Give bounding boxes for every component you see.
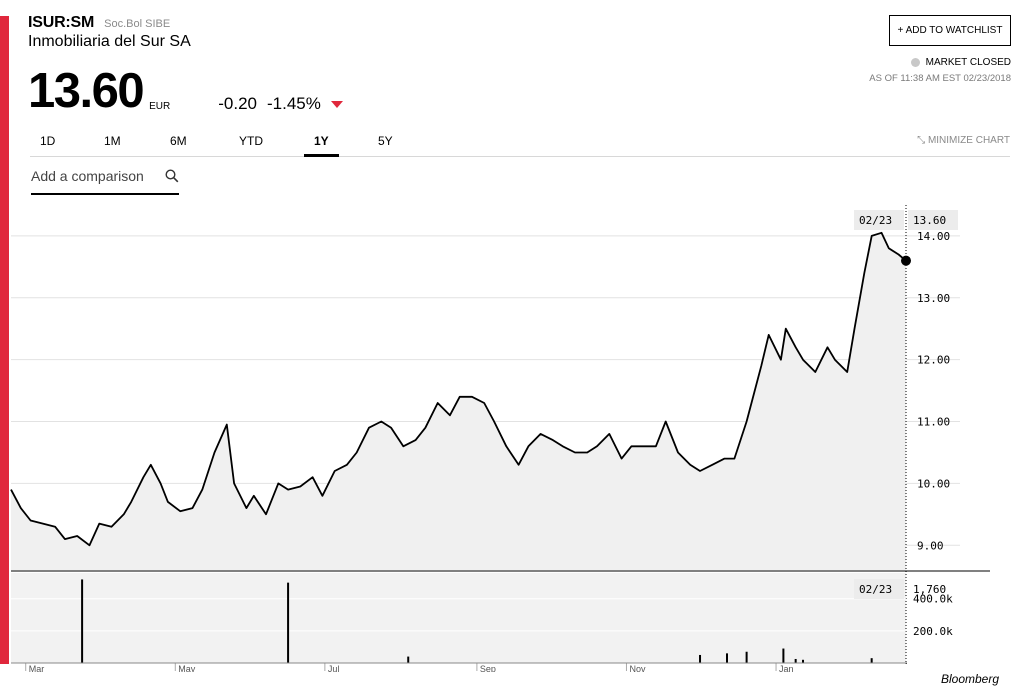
accent-bar bbox=[0, 16, 9, 664]
price-change-percent: -1.45% bbox=[267, 94, 321, 113]
volume-bar bbox=[726, 653, 728, 663]
price-tick-label: 12.00 bbox=[917, 354, 950, 367]
x-tick-label: Jan bbox=[779, 664, 794, 672]
price-tick-label: 11.00 bbox=[917, 416, 950, 429]
x-tick-label: Jul bbox=[328, 664, 340, 672]
x-tick-label: Sep bbox=[480, 664, 496, 672]
tab-1m[interactable]: 1M bbox=[104, 134, 121, 148]
volume-cursor-date-box bbox=[854, 579, 904, 599]
cursor-date-label: 02/23 bbox=[859, 214, 892, 227]
range-tabs: 1D 1M 6M YTD 1Y 5Y ⤡ MINIMIZE CHART bbox=[30, 133, 1010, 157]
exchange-name: Soc.Bol SIBE bbox=[104, 18, 171, 30]
price-tick-label: 10.00 bbox=[917, 477, 950, 490]
tab-1y[interactable]: 1Y bbox=[304, 133, 339, 157]
minimize-chart-label: MINIMIZE CHART bbox=[927, 135, 1010, 146]
volume-bar bbox=[287, 582, 290, 663]
volume-tick-label: 200.0k bbox=[913, 625, 953, 638]
comparison-search[interactable]: Add a comparison bbox=[31, 166, 179, 195]
comparison-input[interactable]: Add a comparison bbox=[31, 168, 144, 184]
price-tick-label: 9.00 bbox=[917, 539, 944, 552]
add-to-watchlist-button[interactable]: + ADD TO WATCHLIST bbox=[889, 15, 1011, 46]
bloomberg-credit: Bloomberg bbox=[940, 672, 999, 686]
status-dot-icon bbox=[910, 58, 920, 67]
price-tick-label: 14.00 bbox=[917, 230, 950, 243]
cursor-date-box bbox=[854, 210, 904, 230]
x-tick-label: Mar bbox=[29, 664, 45, 672]
market-status: MARKET CLOSED bbox=[910, 57, 1011, 68]
price-tick-label: 13.00 bbox=[917, 292, 950, 305]
volume-cursor-date-label: 02/23 bbox=[859, 583, 892, 596]
last-price: 13.60 bbox=[28, 64, 145, 118]
minimize-icon: ⤡ bbox=[917, 135, 928, 146]
volume-cursor-value-label: 1,760 bbox=[913, 583, 946, 596]
volume-bar bbox=[870, 658, 873, 663]
price-row: 13.60 EUR -0.20 -1.45% bbox=[28, 66, 343, 116]
company-name: Inmobiliaria del Sur SA bbox=[28, 33, 191, 50]
ticker-symbol: ISUR:SM bbox=[28, 14, 95, 31]
volume-bar bbox=[794, 658, 797, 663]
volume-plot-area bbox=[11, 573, 906, 663]
quote-header: ISUR:SM Soc.Bol SIBE Inmobiliaria del Su… bbox=[28, 14, 191, 51]
as-of-timestamp: AS OF 11:38 AM EST 02/23/2018 bbox=[869, 73, 1011, 84]
price-change: -0.20 bbox=[218, 94, 257, 113]
tab-1d[interactable]: 1D bbox=[40, 134, 56, 148]
last-price-dot bbox=[901, 255, 911, 266]
price-line bbox=[10, 231, 907, 547]
tab-6m[interactable]: 6M bbox=[170, 134, 187, 148]
market-status-label: MARKET CLOSED bbox=[925, 57, 1011, 68]
price-chart[interactable]: 9.0010.0011.0012.0013.0014.00BloombergMa… bbox=[0, 205, 1019, 672]
x-tick-label: Nov bbox=[629, 664, 646, 672]
volume-bar bbox=[81, 579, 84, 663]
search-icon[interactable] bbox=[165, 169, 179, 183]
cursor-value-label: 13.60 bbox=[913, 214, 946, 227]
volume-tick-label: 400.0k bbox=[913, 593, 953, 606]
volume-bar bbox=[407, 656, 410, 663]
tab-ytd[interactable]: YTD bbox=[239, 134, 263, 148]
volume-bar bbox=[745, 651, 748, 663]
down-arrow-icon bbox=[330, 101, 343, 108]
volume-bar bbox=[699, 654, 702, 663]
minimize-chart-button[interactable]: ⤡ MINIMIZE CHART bbox=[917, 135, 1010, 146]
tab-5y[interactable]: 5Y bbox=[378, 134, 393, 148]
volume-bar bbox=[802, 659, 805, 663]
x-tick-label: May bbox=[178, 664, 196, 672]
price-currency: EUR bbox=[149, 101, 171, 112]
cursor-value-box bbox=[908, 210, 958, 230]
volume-bar bbox=[782, 648, 785, 663]
